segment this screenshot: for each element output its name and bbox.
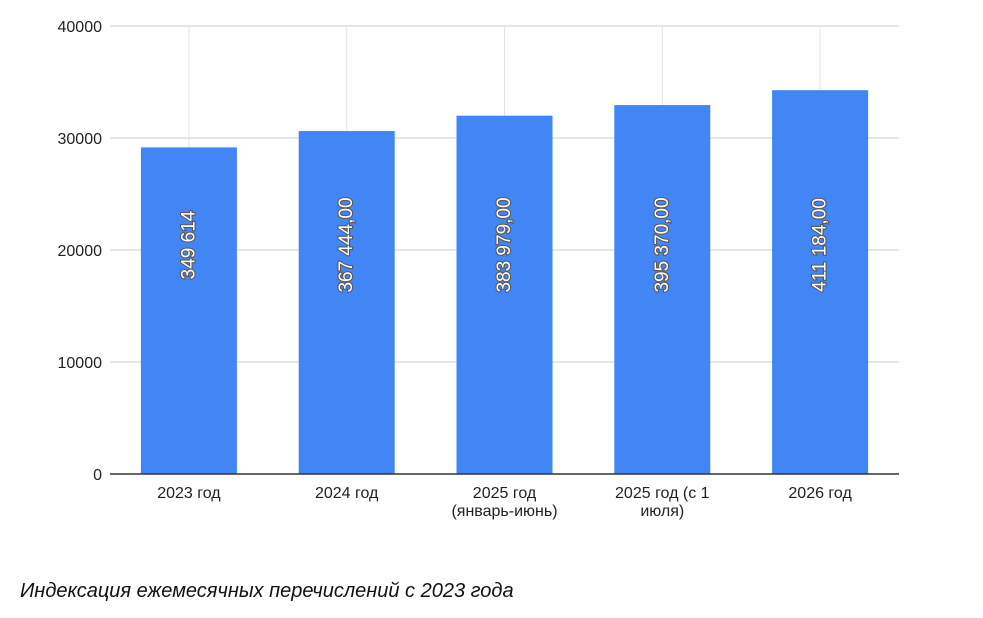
x-tick-label-line: 2024 год <box>315 485 379 502</box>
x-axis-ticks: 2023 год 2024 год 2025 год (январь-июнь)202… <box>157 485 852 520</box>
y-tick-label: 20000 <box>58 243 103 260</box>
x-tick-label-line: 2025 год (с 1 <box>615 485 710 502</box>
y-tick-label: 0 <box>93 467 102 484</box>
x-tick-label: 2023 год <box>157 485 221 502</box>
chart-caption: Индексация ежемесячных перечислений с 20… <box>20 580 514 602</box>
x-tick-label: 2025 год (с 1 июля) <box>615 485 710 520</box>
bar <box>614 105 711 475</box>
bar <box>456 115 553 474</box>
y-tick-label: 10000 <box>58 355 103 372</box>
x-tick-label: 2024 год <box>315 485 379 502</box>
bar-data-label: 367 444,00 <box>336 197 357 292</box>
data-labels: 349 614 367 444,00 383 979,00 395 370,00 411… <box>177 196 831 293</box>
bar-data-label: 383 979,00 <box>494 197 515 292</box>
x-tick-label-line: июля) <box>640 503 684 520</box>
bar <box>772 90 869 475</box>
x-tick-label-line: (январь-июнь) <box>451 503 557 520</box>
bar <box>140 147 237 474</box>
bar <box>298 131 395 474</box>
bar-data-label: 349 614 <box>178 210 199 279</box>
x-tick-label-line: 2026 год <box>788 485 852 502</box>
x-tick-label: 2025 год (январь-июнь) <box>451 485 557 520</box>
y-tick-label: 40000 <box>58 19 103 36</box>
bar-data-label: 395 370,00 <box>652 197 673 292</box>
bar-chart: 0 10000 20000 30000 40000 2023 год 2024 год 20… <box>58 19 899 520</box>
y-tick-label: 30000 <box>58 131 103 148</box>
x-tick-label: 2026 год <box>788 485 852 502</box>
bar-data-label: 411 184,00 <box>810 198 831 292</box>
bars <box>140 90 869 475</box>
x-tick-label-line: 2023 год <box>157 485 221 502</box>
y-axis-ticks: 0 10000 20000 30000 40000 <box>58 19 103 484</box>
x-tick-label-line: 2025 год <box>473 485 537 502</box>
